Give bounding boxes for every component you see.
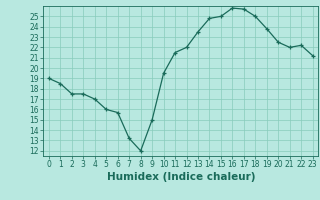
X-axis label: Humidex (Indice chaleur): Humidex (Indice chaleur): [107, 172, 255, 182]
